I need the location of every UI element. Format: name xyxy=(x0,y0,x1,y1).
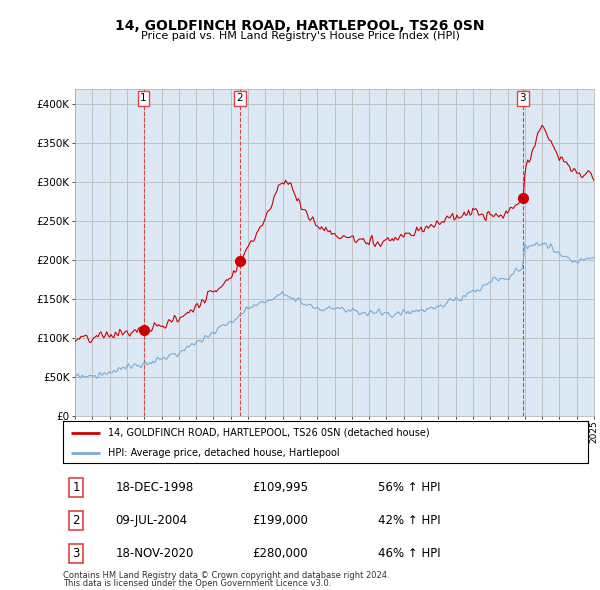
Text: 14, GOLDFINCH ROAD, HARTLEPOOL, TS26 0SN: 14, GOLDFINCH ROAD, HARTLEPOOL, TS26 0SN xyxy=(115,19,485,33)
Text: 1: 1 xyxy=(140,93,147,103)
Text: £280,000: £280,000 xyxy=(252,547,308,560)
Text: 18-NOV-2020: 18-NOV-2020 xyxy=(115,547,194,560)
Text: 42% ↑ HPI: 42% ↑ HPI xyxy=(378,514,440,527)
Text: This data is licensed under the Open Government Licence v3.0.: This data is licensed under the Open Gov… xyxy=(63,579,331,588)
Text: 09-JUL-2004: 09-JUL-2004 xyxy=(115,514,188,527)
Text: 56% ↑ HPI: 56% ↑ HPI xyxy=(378,481,440,494)
Text: 3: 3 xyxy=(520,93,526,103)
Text: Contains HM Land Registry data © Crown copyright and database right 2024.: Contains HM Land Registry data © Crown c… xyxy=(63,571,389,579)
Text: 2: 2 xyxy=(236,93,243,103)
Text: £199,000: £199,000 xyxy=(252,514,308,527)
Text: 46% ↑ HPI: 46% ↑ HPI xyxy=(378,547,440,560)
Text: 1: 1 xyxy=(73,481,80,494)
Text: 14, GOLDFINCH ROAD, HARTLEPOOL, TS26 0SN (detached house): 14, GOLDFINCH ROAD, HARTLEPOOL, TS26 0SN… xyxy=(107,428,429,438)
Text: £109,995: £109,995 xyxy=(252,481,308,494)
Text: 2: 2 xyxy=(73,514,80,527)
Text: Price paid vs. HM Land Registry's House Price Index (HPI): Price paid vs. HM Land Registry's House … xyxy=(140,31,460,41)
Text: 3: 3 xyxy=(73,547,80,560)
Text: HPI: Average price, detached house, Hartlepool: HPI: Average price, detached house, Hart… xyxy=(107,448,339,457)
Text: 18-DEC-1998: 18-DEC-1998 xyxy=(115,481,194,494)
